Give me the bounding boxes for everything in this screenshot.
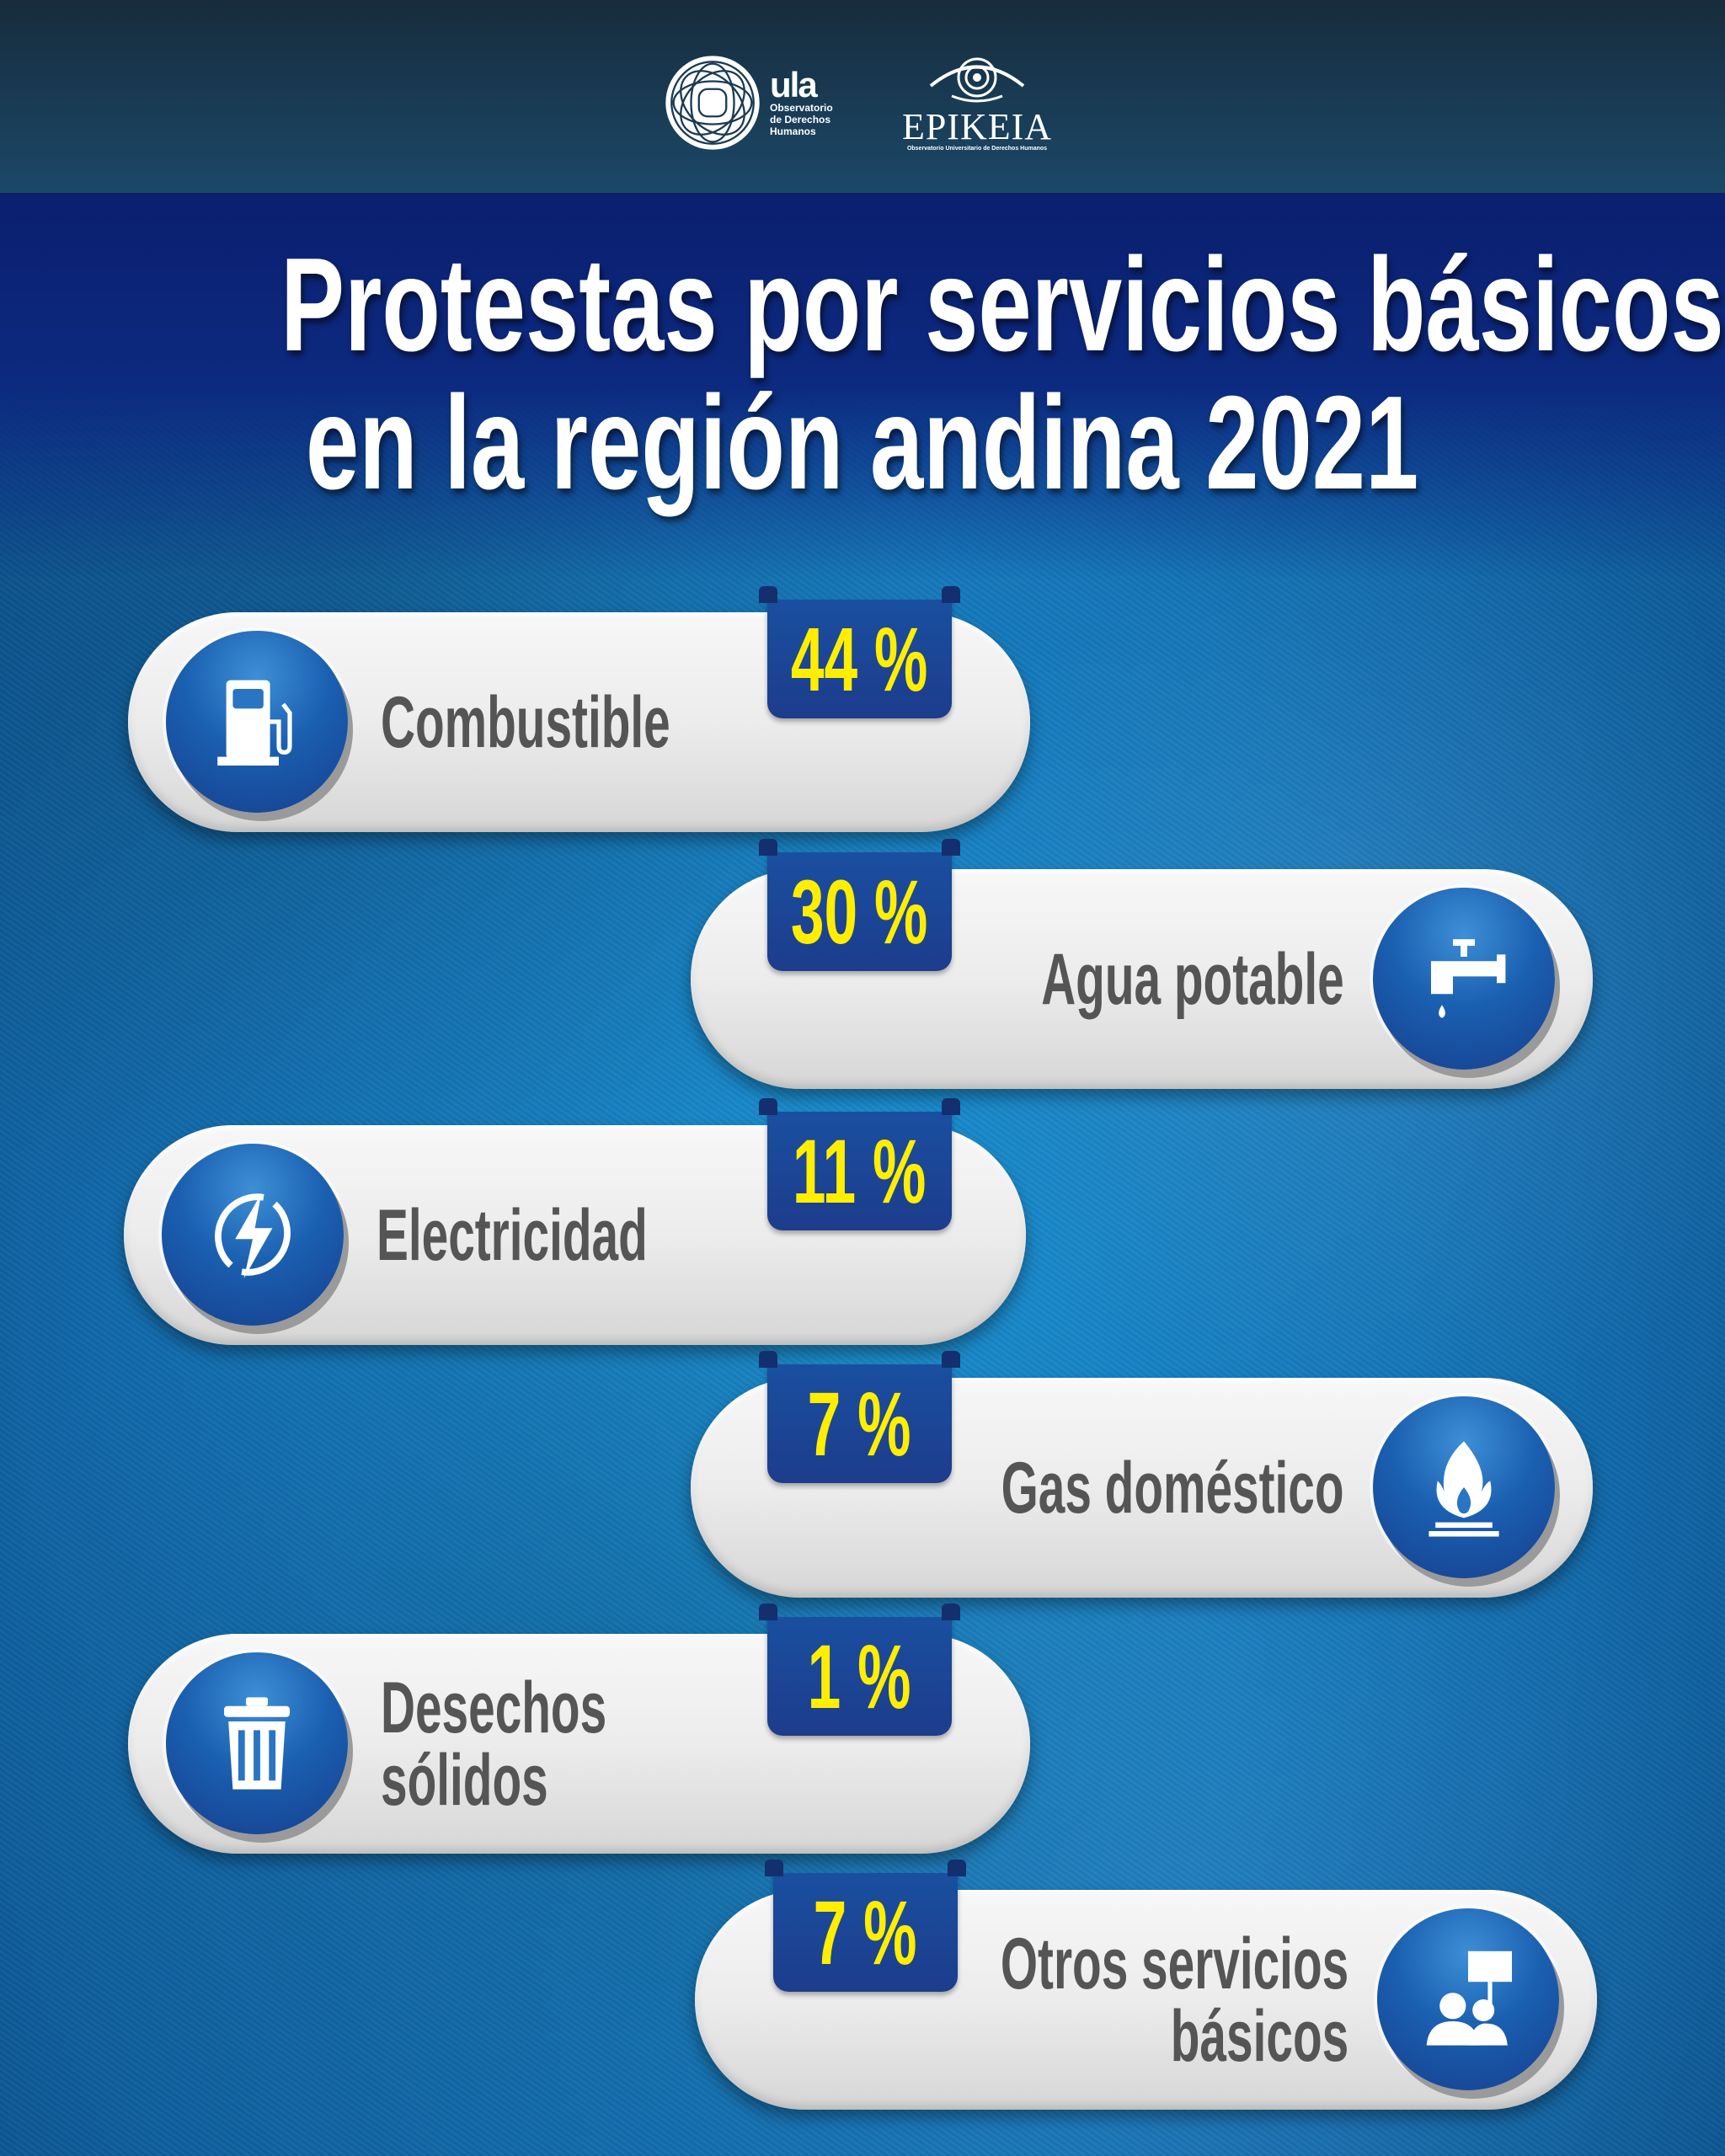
item-label: Gas doméstico <box>1001 1447 1344 1529</box>
ula-line: de Derechos <box>770 114 831 125</box>
item-label: Otros servicios básicos <box>1000 1923 1348 2077</box>
ula-logo: ula Observatorio de Derechos Humanos <box>664 54 833 152</box>
percent-value: 30 % <box>791 861 928 963</box>
protest-people-icon <box>1377 1908 1559 2090</box>
percent-value: 44 % <box>791 608 928 710</box>
item-label: Combustible <box>381 681 670 763</box>
percent-value: 11 % <box>793 1120 927 1222</box>
percent-badge: 11 % <box>759 1098 960 1230</box>
epikeia-logo: EPIKEIA Observatorio Universitario de De… <box>893 52 1061 152</box>
trash-can-icon <box>166 1652 348 1834</box>
epikeia-subtitle: Observatorio Universitario de Derechos H… <box>906 146 1048 152</box>
title-line-1: Protestas por servicios básicos <box>280 231 1724 379</box>
percent-value: 1 % <box>808 1625 911 1727</box>
percent-badge: 1 % <box>759 1604 960 1736</box>
item-label: Electricidad <box>377 1194 648 1276</box>
logo-bar <box>0 0 1725 193</box>
epikeia-eye-icon <box>929 57 1025 103</box>
ula-line: Humanos <box>770 125 816 137</box>
percent-badge: 7 % <box>765 1860 966 1992</box>
percent-value: 7 % <box>814 1881 917 1983</box>
percent-badge: 7 % <box>759 1351 960 1483</box>
item-label: Agua potable <box>1041 938 1344 1020</box>
item-desechos-solidos: Desechos sólidos <box>128 1634 1030 1854</box>
percent-badge: 44 % <box>759 586 960 718</box>
water-tap-icon <box>1373 888 1555 1070</box>
gas-flame-icon <box>1373 1396 1555 1578</box>
item-otros-servicios: Otros servicios básicos <box>695 1890 1597 2110</box>
fuel-pump-icon <box>166 631 348 813</box>
epikeia-wordmark: EPIKEIA <box>901 106 1053 147</box>
percent-badge: 30 % <box>759 839 960 971</box>
item-label: Desechos sólidos <box>381 1667 607 1821</box>
page-title: Protestas por servicios básicos en la re… <box>0 236 1725 512</box>
lightning-icon <box>162 1144 344 1326</box>
ula-wordmark: ula <box>770 65 818 104</box>
item-combustible: Combustible <box>128 612 1030 832</box>
ula-eye-icon <box>665 56 760 150</box>
title-line-2: en la región andina 2021 <box>306 369 1419 517</box>
title-band <box>0 193 1725 580</box>
percent-value: 7 % <box>808 1373 911 1475</box>
ula-line: Observatorio <box>770 102 833 114</box>
